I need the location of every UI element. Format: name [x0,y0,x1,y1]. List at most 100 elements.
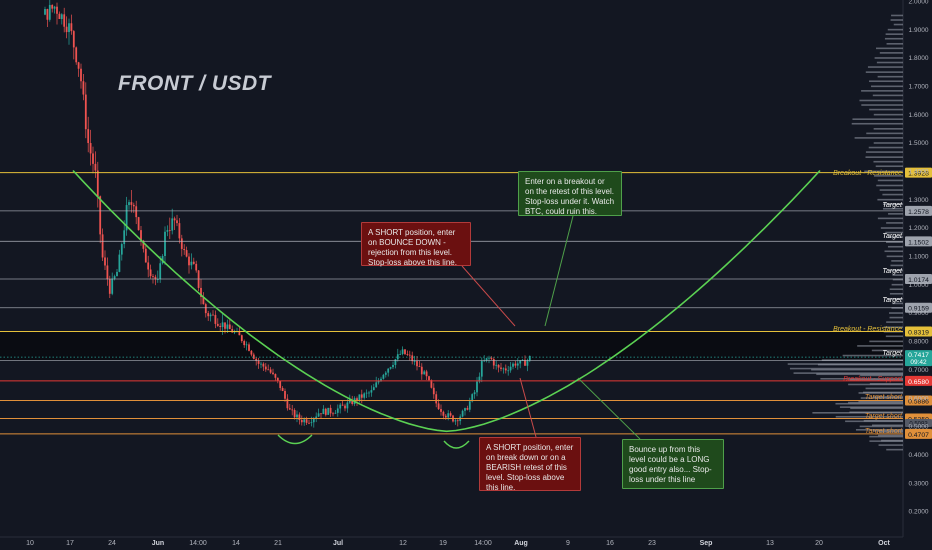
candle-body [348,399,351,403]
candle-body [473,392,476,395]
candle-body [480,361,483,377]
level-label: Target short [865,413,903,420]
candle-body [226,324,229,329]
candle-body [500,367,502,369]
candle-body [528,355,531,361]
volume-bar [886,448,903,451]
candle-body [84,94,87,130]
volume-bar [863,419,903,422]
volume-bar [869,383,903,385]
candle-body [125,205,128,231]
candle-body [154,276,157,280]
level-label: Breakout - Resistance [833,326,902,333]
y-tick-label: 0.9000 [909,310,929,317]
candle-body [312,418,315,423]
volume-bar [887,245,903,248]
candle-body [68,23,70,33]
resistance-zone-band [0,331,903,361]
volume-bar [881,439,903,442]
candle-body [99,196,102,235]
x-tick-label: 9 [566,540,570,547]
candle-body [447,413,450,418]
x-tick-label: 17 [66,540,74,547]
y-tick-label: 1.6000 [909,112,929,119]
volume-bar [821,359,903,361]
pointer-short-bottom [519,377,537,438]
volume-bar [885,33,903,35]
candle-body [408,354,411,356]
candle-body [380,378,382,381]
annotation-short-top-text: A SHORT position, enter on BOUNCE DOWN -… [368,228,457,267]
candle-body [80,68,82,82]
candle-body [332,413,334,415]
volume-bar [882,203,903,206]
candle-body [512,363,514,367]
volume-bar [865,156,903,158]
volume-bar [890,19,903,21]
candle-body [444,415,447,418]
volume-bar [891,260,903,262]
price-tag-text: 0.8319 [908,330,929,337]
volume-bar [869,340,903,343]
price-tag-text: 1.3928 [908,171,929,178]
candle-body [308,422,310,424]
candle-body [375,382,378,388]
x-tick-label: 14:00 [474,540,492,547]
volume-bar [835,402,903,405]
candle-body [442,411,445,416]
y-tick-label: 1.1000 [909,254,929,261]
candle-body [135,206,138,218]
volume-bar [877,434,903,437]
candle-body [202,296,205,305]
y-tick-label: 0.7000 [909,367,929,374]
candle-body [183,248,186,251]
level-target-1: Target 1.2578 [0,202,932,216]
candle-body [322,408,325,415]
candle-body [418,366,421,368]
candle-body [264,366,267,370]
candle-body [104,257,106,266]
level-label: Target short [865,428,903,435]
volume-profile [787,14,903,451]
volume-bar [880,227,903,229]
x-tick-label: 24 [108,540,116,547]
candle-body [200,287,202,297]
candle-body [219,325,222,327]
candle-body [224,322,226,329]
volume-bar [842,354,903,357]
level-label: Target [882,350,903,357]
candle-body [394,359,397,365]
candle-body [96,170,99,197]
candle-body [346,402,349,409]
candle-body [502,368,505,370]
candle-body [180,238,183,249]
candle-body [209,314,212,317]
annotation-short-top: A SHORT position, enter on BOUNCE DOWN -… [361,222,471,267]
candle-body [272,372,274,375]
candle-body [228,324,231,330]
candle-body [214,314,217,324]
volume-bar [885,231,903,234]
candle-body [360,394,363,398]
candle-body [87,129,90,144]
candle-body [324,408,327,415]
volume-bar [889,288,903,291]
candle-body [423,371,426,375]
candle-body [368,392,370,394]
candle-body [233,331,236,333]
candle-body [106,265,109,280]
annotation-long-bounce-text: Bounce up from this level could be a LON… [629,445,712,484]
price-tag-text: 0.4707 [908,432,929,439]
candle-body [298,414,301,421]
volume-bar [883,326,903,329]
x-tick-label: 12 [399,540,407,547]
candle-body [144,248,147,263]
candle-body [279,380,282,388]
candle-body [142,240,145,249]
candle-body [492,359,495,366]
volume-bar [879,52,903,54]
candle-body [437,403,440,410]
candle-body [356,398,358,401]
